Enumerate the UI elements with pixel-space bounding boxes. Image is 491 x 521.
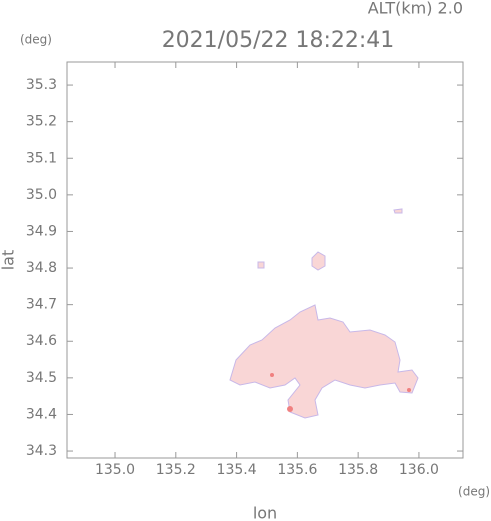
y-tick-label: 34.4: [26, 406, 57, 422]
radar-echo: [229, 208, 419, 419]
altitude-label: ALT(km) 2.0: [368, 0, 463, 18]
y-tick-label: 34.5: [26, 370, 57, 386]
x-tick-label: 136.0: [399, 462, 439, 478]
y-tick-label: 35.1: [26, 150, 57, 166]
echo-main: [229, 304, 419, 419]
y-tick-label: 34.8: [26, 260, 57, 276]
y-tick-label: 35.3: [26, 77, 57, 93]
plot-frame: [66, 61, 464, 459]
echo-north: [311, 251, 326, 271]
x-tick-label: 135.6: [277, 462, 317, 478]
echo-core: [287, 406, 293, 412]
x-axis-label: lon: [253, 504, 277, 521]
y-tick-label: 35.0: [26, 187, 57, 203]
y-tick-label: 35.2: [26, 114, 57, 130]
y-tick-label: 34.6: [26, 333, 57, 349]
x-tick-label: 135.2: [156, 462, 196, 478]
echo-ne: [393, 208, 403, 214]
y-tick-label: 34.9: [26, 223, 57, 239]
echo-core: [270, 373, 274, 377]
x-unit: (deg): [458, 485, 490, 499]
y-axis-label: lat: [0, 250, 18, 271]
y-unit: (deg): [20, 33, 52, 47]
x-tick-label: 135.0: [95, 462, 135, 478]
x-tick-label: 135.8: [338, 462, 378, 478]
echo-core: [407, 388, 411, 392]
x-tick-label: 135.4: [217, 462, 257, 478]
chart-title: 2021/05/22 18:22:41: [162, 28, 395, 53]
y-tick-label: 34.3: [26, 443, 57, 459]
echo-small: [257, 261, 265, 269]
y-tick-label: 34.7: [26, 297, 57, 313]
